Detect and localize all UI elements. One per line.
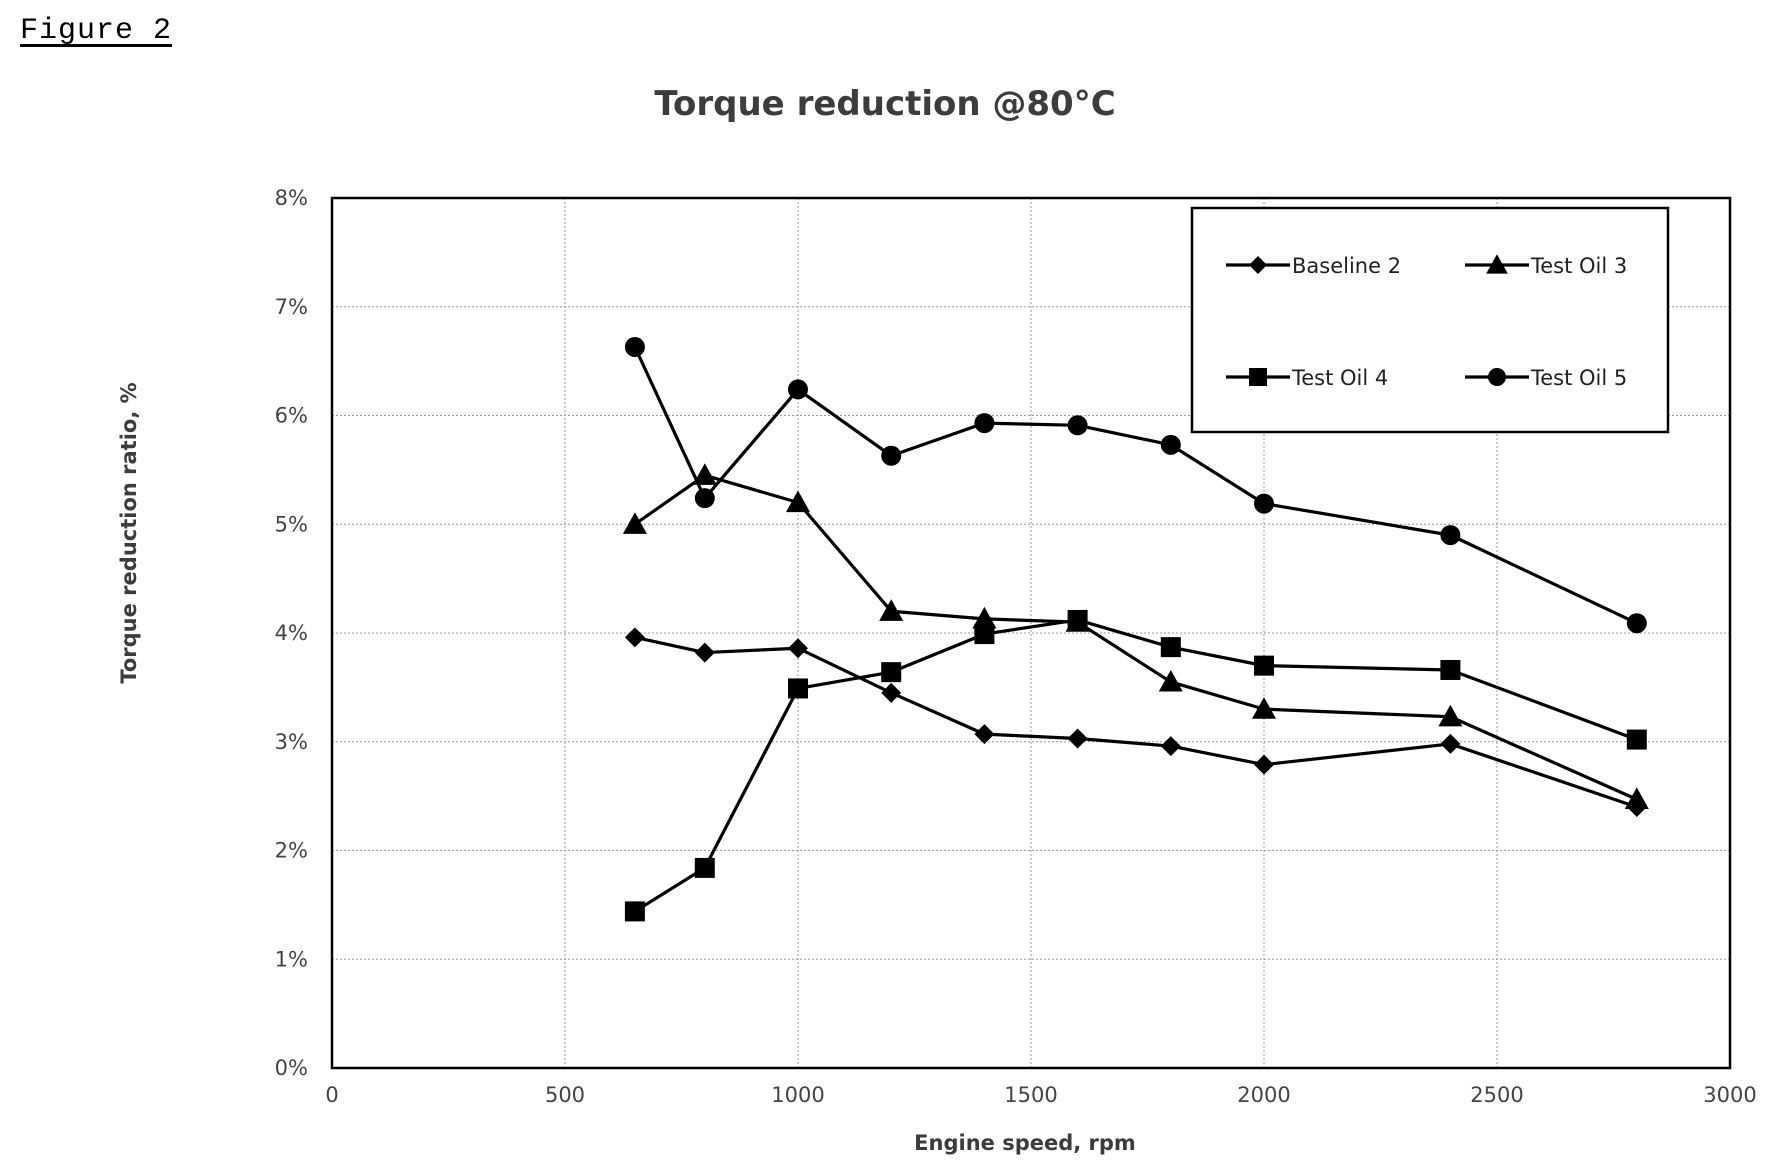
data-point-baseline-2 (624, 627, 645, 648)
series-line-test-oil-4 (634, 618, 1638, 913)
legend-label: Test Oil 3 (1530, 254, 1627, 278)
series-line-baseline-2 (634, 635, 1638, 809)
series-baseline-2 (624, 627, 1647, 817)
legend-label: Baseline 2 (1292, 254, 1401, 278)
data-point-test-oil-4 (1626, 729, 1647, 750)
data-point-baseline-2 (974, 724, 995, 745)
data-point-test-oil-4 (624, 901, 645, 922)
data-point-test-oil-3 (972, 606, 997, 629)
data-point-test-oil-4 (881, 662, 902, 683)
data-point-test-oil-4 (1160, 637, 1181, 658)
x-tick-label: 0 (325, 1083, 338, 1107)
y-tick-label: 3% (275, 730, 308, 754)
x-tick-label: 1500 (1004, 1083, 1057, 1107)
series-line-test-oil-5 (633, 346, 1638, 625)
series-test-oil-4 (624, 609, 1647, 922)
data-point-test-oil-5 (974, 413, 995, 434)
data-point-test-oil-3 (786, 490, 810, 513)
data-point-test-oil-3 (622, 512, 647, 534)
data-point-baseline-2 (1254, 754, 1274, 775)
data-point-baseline-2 (1067, 728, 1088, 749)
y-tick-label: 4% (275, 621, 308, 645)
data-point-test-oil-4 (1440, 659, 1461, 680)
y-tick-label: 5% (275, 512, 308, 536)
data-point-test-oil-3 (879, 599, 904, 621)
series-test-oil-3 (622, 463, 1649, 809)
y-tick-label: 6% (275, 404, 308, 428)
data-point-test-oil-4 (694, 857, 715, 878)
y-axis-title: Torque reduction ratio, % (117, 382, 141, 683)
y-tick-label: 8% (275, 186, 308, 210)
chart-title: Torque reduction @80°C (654, 84, 1115, 124)
data-point-test-oil-5 (881, 445, 902, 466)
y-tick-label: 2% (275, 839, 308, 863)
data-point-test-oil-5 (694, 488, 715, 509)
data-point-test-oil-3 (1438, 704, 1463, 727)
x-axis-title: Engine speed, rpm (914, 1131, 1136, 1155)
legend-marker (1249, 368, 1267, 386)
data-point-test-oil-5 (1254, 493, 1274, 514)
legend-label: Test Oil 4 (1291, 366, 1388, 390)
data-point-test-oil-3 (1252, 697, 1276, 719)
legend-box (1190, 206, 1670, 434)
data-point-baseline-2 (788, 638, 808, 659)
data-point-baseline-2 (694, 642, 715, 663)
data-point-test-oil-5 (1067, 415, 1088, 436)
data-point-baseline-2 (881, 682, 902, 703)
series-line-test-oil-3 (633, 473, 1638, 801)
data-point-test-oil-4 (1254, 655, 1274, 676)
data-point-baseline-2 (1160, 736, 1181, 757)
y-tick-label: 0% (275, 1056, 308, 1080)
plot-area-border (330, 196, 1732, 1070)
figure-label: Figure 2 (20, 14, 173, 48)
data-point-test-oil-3 (1624, 787, 1649, 809)
data-point-test-oil-5 (624, 336, 645, 357)
data-point-test-oil-4 (974, 624, 995, 645)
data-point-test-oil-5 (1626, 613, 1647, 634)
x-tick-label: 500 (545, 1083, 585, 1107)
legend-marker (1249, 256, 1267, 274)
legend-marker (1486, 254, 1508, 274)
data-point-test-oil-3 (1158, 669, 1183, 692)
legend-label: Test Oil 5 (1530, 366, 1627, 390)
data-point-test-oil-5 (1160, 434, 1181, 455)
x-tick-label: 2500 (1470, 1083, 1523, 1107)
series-test-oil-5 (624, 336, 1647, 634)
data-point-baseline-2 (1440, 733, 1461, 754)
data-point-test-oil-4 (1067, 609, 1088, 630)
data-point-test-oil-5 (788, 379, 808, 400)
y-tick-label: 7% (275, 295, 308, 319)
data-point-test-oil-4 (788, 678, 808, 699)
x-tick-label: 1000 (771, 1083, 824, 1107)
y-tick-label: 1% (275, 947, 308, 971)
x-tick-label: 2000 (1237, 1083, 1290, 1107)
data-point-test-oil-3 (692, 463, 717, 485)
data-point-test-oil-5 (1440, 525, 1461, 546)
legend-marker (1488, 368, 1506, 386)
x-tick-label: 3000 (1703, 1083, 1756, 1107)
